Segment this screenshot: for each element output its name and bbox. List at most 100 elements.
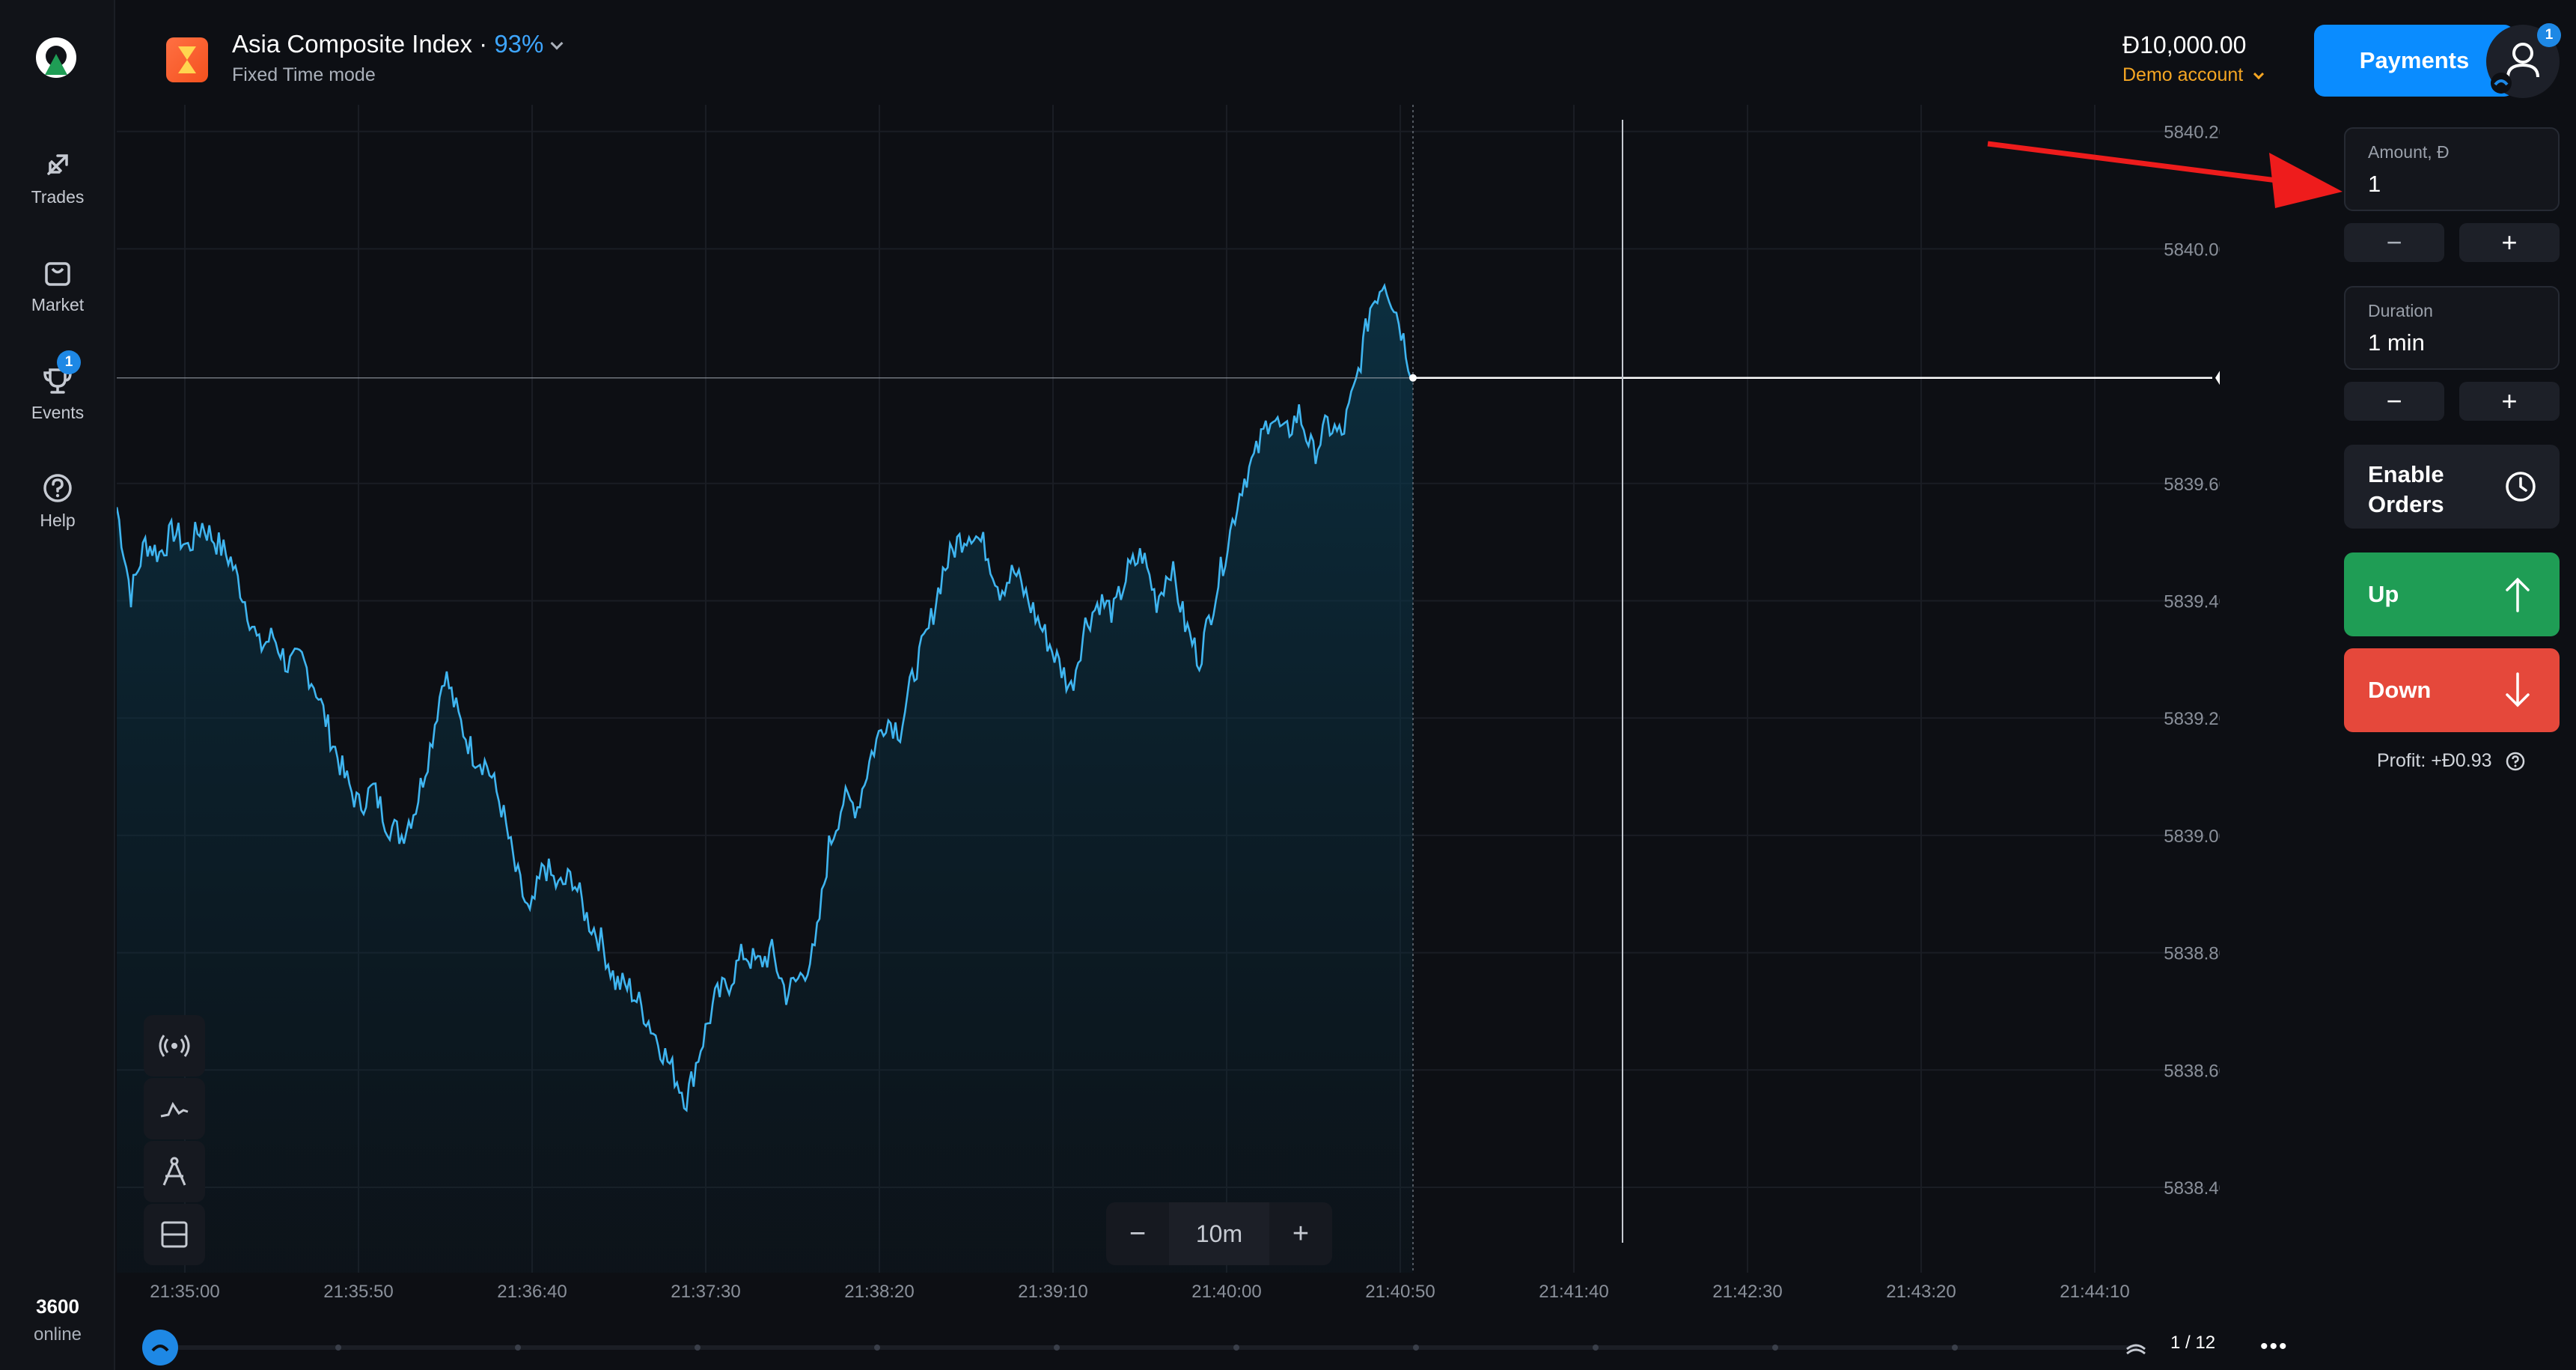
app-logo-icon[interactable] [33,34,79,81]
duration-field[interactable]: Duration 1 min [2344,286,2560,370]
broadcast-icon [159,1035,190,1057]
payments-button[interactable]: Payments [2314,25,2515,97]
layers-icon[interactable] [2126,1344,2146,1355]
line-chart-icon [160,1101,189,1118]
x-tick-label: 21:40:50 [1365,1282,1435,1302]
arrows-icon [47,154,68,175]
duration-increase-button[interactable]: + [2459,382,2560,421]
asset-payout: 93% [494,30,544,58]
x-tick-label: 21:42:30 [1712,1282,1782,1302]
sidebar: Trades Market Events 1 Help 3600 online [0,0,115,1370]
duration-decrease-button[interactable]: − [2344,382,2444,421]
profit-info: Profit: +Đ0.93 [2377,750,2526,772]
sidebar-item-label: Trades [31,187,85,207]
x-tick-label: 21:38:20 [844,1282,914,1302]
sidebar-item-events[interactable]: Events 1 [0,350,115,423]
arrow-down-icon [2506,672,2530,707]
x-tick-label: 21:35:00 [150,1282,219,1302]
chart-type-tool[interactable] [144,1078,205,1139]
help-icon[interactable] [2505,751,2526,772]
online-label: online [33,1324,82,1345]
x-tick-label: 21:41:40 [1539,1282,1608,1302]
trophy-icon [43,368,72,394]
online-count: 3600 [36,1295,79,1318]
price-chart-svg[interactable]: 5839.78 5840.205840.005839.605839.405839… [115,105,2314,1303]
price-line [115,282,1414,1112]
up-button[interactable]: Up [2344,552,2560,636]
x-tick-label: 21:35:50 [323,1282,393,1302]
more-options-icon[interactable]: ••• [2260,1334,2289,1359]
y-tick-label: 5839.60 [2164,475,2220,495]
duration-label: Duration [2368,301,2433,320]
help-icon [43,474,72,502]
chevron-down-icon [550,37,564,50]
sidebar-item-help[interactable]: Help [0,470,115,531]
asset-name: Asia Composite Index · [232,30,495,58]
annotation-arrow-icon [1987,141,2342,208]
zoom-value[interactable]: 10m [1169,1202,1269,1265]
bag-icon [45,262,70,286]
y-tick-label: 5839.00 [2164,826,2220,847]
hourglass-icon [178,46,196,73]
y-tick-label: 5838.60 [2164,1061,2220,1081]
account-balance[interactable]: Đ10,000.00 [2122,31,2247,58]
price-area [117,285,1413,1273]
sidebar-item-label: Market [31,295,85,314]
current-price-dot [1409,374,1417,382]
layout-tool[interactable] [144,1204,205,1265]
chevron-down-icon [2253,68,2265,80]
profile-button[interactable]: 1 [2486,23,2561,98]
enable-orders-label-line1: Enable [2368,461,2444,487]
asset-selector[interactable]: Asia Composite Index · 93% [232,30,564,58]
trade-mode: Fixed Time mode [232,64,376,85]
y-tick-label: 5838.40 [2164,1178,2220,1199]
chart-tools [144,1015,205,1267]
signals-tool[interactable] [144,1015,205,1077]
y-tick-label: 5839.20 [2164,709,2220,729]
x-tick-label: 21:40:00 [1191,1282,1261,1302]
drawing-tool[interactable] [144,1141,205,1202]
sidebar-item-trades[interactable]: Trades [0,147,115,207]
amount-label: Amount, Đ [2368,142,2450,162]
clock-icon [2506,472,2536,502]
y-tick-label: 5840.20 [2164,123,2220,143]
account-selector[interactable]: Demo account [2122,64,2265,86]
profile-badge: 1 [2537,23,2561,47]
account-type: Demo account [2122,64,2244,85]
zoom-control: − 10m + [1106,1202,1332,1265]
enable-orders-label-line2: Orders [2368,491,2444,517]
page-indicator: 1 / 12 [2170,1333,2216,1353]
x-tick-label: 21:37:30 [671,1282,740,1302]
sidebar-item-market[interactable]: Market [0,255,115,315]
x-tick-label: 21:39:10 [1018,1282,1087,1302]
asset-icon[interactable] [166,37,208,82]
zoom-out-button[interactable]: − [1129,1217,1147,1249]
x-tick-label: 21:44:10 [2060,1282,2129,1302]
amount-value[interactable]: 1 [2368,171,2381,197]
split-layout-icon [161,1221,188,1248]
y-tick-label: 5839.40 [2164,591,2220,612]
zoom-in-button[interactable]: + [1292,1217,1310,1249]
events-badge: 1 [57,350,81,374]
price-chart[interactable]: 5839.78 5840.205840.005839.605839.405839… [115,105,2314,1303]
up-label: Up [2368,581,2399,607]
down-label: Down [2368,677,2432,703]
amount-field[interactable]: Amount, Đ 1 [2344,127,2560,211]
x-tick-label: 21:43:20 [1886,1282,1956,1302]
enable-orders-button[interactable]: Enable Orders [2344,445,2560,529]
y-tick-label: 5840.00 [2164,240,2220,260]
current-price-badge [2215,361,2314,395]
x-tick-label: 21:36:40 [497,1282,567,1302]
online-counter: 3600 online [0,1295,115,1345]
duration-value[interactable]: 1 min [2368,329,2425,356]
compass-icon [162,1157,186,1186]
arrow-up-icon [2506,577,2530,612]
timeline-scrubber[interactable] [117,1324,2220,1370]
sidebar-item-label: Help [40,511,76,530]
amount-increase-button[interactable]: + [2459,223,2560,262]
user-icon [2491,43,2539,94]
sidebar-item-label: Events [31,403,85,422]
amount-decrease-button[interactable]: − [2344,223,2444,262]
profit-value: Profit: +Đ0.93 [2377,750,2492,771]
down-button[interactable]: Down [2344,648,2560,732]
